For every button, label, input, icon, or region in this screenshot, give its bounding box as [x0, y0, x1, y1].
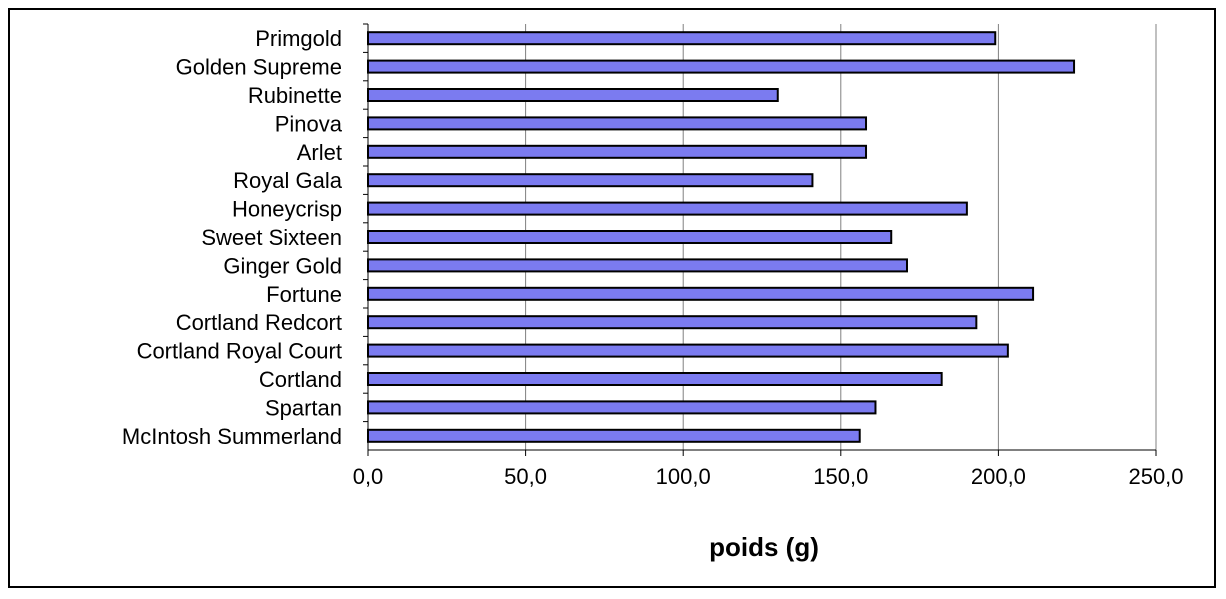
- category-label: McIntosh Summerland: [122, 424, 342, 449]
- category-label: Honeycrisp: [232, 197, 342, 222]
- bar: [367, 400, 877, 415]
- bar: [367, 88, 779, 102]
- bar: [367, 372, 943, 386]
- x-tick-label: 0,0: [353, 464, 384, 489]
- category-label: Cortland Redcort: [176, 310, 342, 335]
- category-label: Sweet Sixteen: [201, 225, 342, 250]
- category-label: Royal Gala: [233, 168, 343, 193]
- category-labels: Primgold Golden Supreme Rubinette Pinova Arl…: [122, 26, 343, 449]
- axes: [363, 23, 1157, 456]
- category-label: Spartan: [265, 395, 342, 420]
- bar: [367, 173, 814, 188]
- bar: [367, 343, 1009, 358]
- category-label: Pinova: [275, 111, 343, 136]
- bar: [367, 315, 978, 330]
- bar: [367, 144, 868, 159]
- bar: [367, 286, 1035, 301]
- x-tick-label: 50,0: [504, 464, 547, 489]
- bar: [367, 116, 868, 131]
- bar: [367, 428, 861, 443]
- category-label: Cortland Royal Court: [137, 339, 342, 364]
- bar: [367, 31, 997, 46]
- category-label: Arlet: [297, 140, 342, 165]
- x-axis-title: poids (g): [709, 532, 819, 562]
- category-label: Fortune: [266, 282, 342, 307]
- x-tick-labels: 0,0 50,0 100,0 150,0 200,0 250,0: [353, 464, 1184, 489]
- x-tick-label: 200,0: [971, 464, 1026, 489]
- category-label: Ginger Gold: [223, 253, 342, 278]
- category-label: Primgold: [255, 26, 342, 51]
- category-label: Golden Supreme: [176, 55, 342, 80]
- x-tick-label: 250,0: [1128, 464, 1183, 489]
- category-label: Rubinette: [248, 83, 342, 108]
- bar: [367, 230, 893, 244]
- x-tick-label: 150,0: [813, 464, 868, 489]
- x-tick-label: 100,0: [656, 464, 711, 489]
- bar: [367, 201, 968, 216]
- category-label: Cortland: [259, 367, 342, 392]
- bar: [367, 258, 908, 273]
- bars: [367, 31, 1076, 443]
- bar: [367, 59, 1076, 74]
